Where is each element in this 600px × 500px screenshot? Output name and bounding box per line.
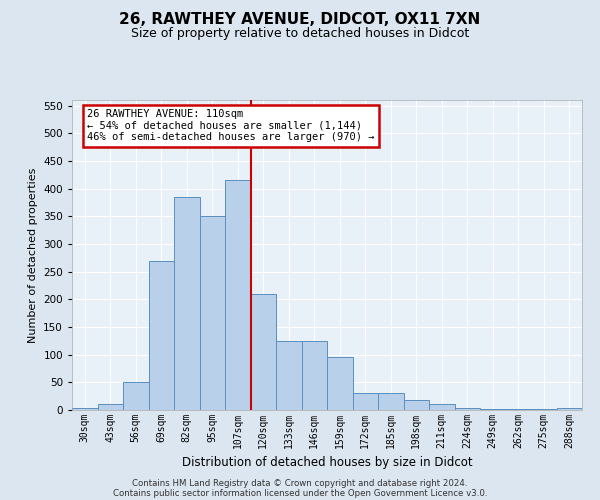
Bar	[404, 400, 429, 410]
Bar	[225, 180, 251, 410]
Bar	[302, 341, 327, 410]
Bar	[327, 358, 353, 410]
Bar	[174, 197, 199, 410]
Bar	[353, 394, 378, 410]
Text: Contains public sector information licensed under the Open Government Licence v3: Contains public sector information licen…	[113, 488, 487, 498]
Bar	[429, 404, 455, 410]
Text: Contains HM Land Registry data © Crown copyright and database right 2024.: Contains HM Land Registry data © Crown c…	[132, 478, 468, 488]
Bar	[505, 409, 531, 410]
Text: 26 RAWTHEY AVENUE: 110sqm
← 54% of detached houses are smaller (1,144)
46% of se: 26 RAWTHEY AVENUE: 110sqm ← 54% of detac…	[88, 110, 375, 142]
Bar	[97, 404, 123, 410]
Text: 26, RAWTHEY AVENUE, DIDCOT, OX11 7XN: 26, RAWTHEY AVENUE, DIDCOT, OX11 7XN	[119, 12, 481, 28]
Text: Size of property relative to detached houses in Didcot: Size of property relative to detached ho…	[131, 28, 469, 40]
Y-axis label: Number of detached properties: Number of detached properties	[28, 168, 38, 342]
Bar	[557, 408, 582, 410]
Bar	[149, 260, 174, 410]
Bar	[455, 408, 480, 410]
Bar	[251, 294, 276, 410]
Bar	[480, 409, 505, 410]
Bar	[531, 409, 557, 410]
Bar	[276, 341, 302, 410]
X-axis label: Distribution of detached houses by size in Didcot: Distribution of detached houses by size …	[182, 456, 472, 469]
Bar	[72, 408, 97, 410]
Bar	[378, 394, 404, 410]
Bar	[199, 216, 225, 410]
Bar	[123, 382, 149, 410]
